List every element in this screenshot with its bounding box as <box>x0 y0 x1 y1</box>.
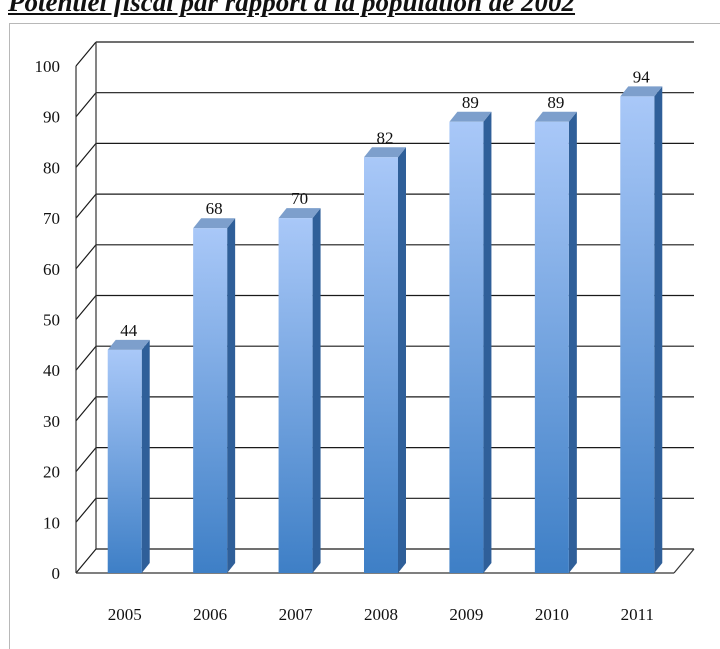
chart-title: Potentiel fiscal par rapport à la popula… <box>8 0 576 17</box>
y-tick-label: 0 <box>52 564 61 583</box>
bar <box>364 147 406 573</box>
gridline <box>75 142 694 168</box>
x-tick-label: 2008 <box>364 605 398 624</box>
y-tick-label: 70 <box>43 209 60 228</box>
gridline <box>75 41 694 67</box>
data-label: 44 <box>120 321 138 340</box>
y-tick-label: 40 <box>43 361 60 380</box>
x-tick-label: 2010 <box>535 605 569 624</box>
data-label: 89 <box>547 93 564 112</box>
bar <box>278 208 321 573</box>
x-tick-label: 2006 <box>193 605 227 624</box>
data-label: 68 <box>206 199 223 218</box>
y-tick-label: 30 <box>43 412 60 431</box>
y-tick-label: 100 <box>35 57 61 76</box>
x-tick-label: 2011 <box>621 605 654 624</box>
data-label: 89 <box>462 93 479 112</box>
y-tick-label: 90 <box>43 108 60 127</box>
floor-right-edge <box>673 548 695 574</box>
bar <box>449 111 492 574</box>
bar <box>620 86 663 574</box>
labels: 44 2005 68 2006 70 2007 82 2008 89 2009 89 2010 94 20… <box>108 67 654 624</box>
y-tick-label: 60 <box>43 260 60 279</box>
bar <box>193 218 236 574</box>
y-tick-label: 80 <box>43 158 60 177</box>
bar <box>107 339 150 573</box>
data-label: 82 <box>377 128 394 147</box>
y-tick-label: 10 <box>43 513 60 532</box>
x-tick-label: 2009 <box>449 605 483 624</box>
y-tick-label: 50 <box>43 311 60 330</box>
bar <box>534 111 577 574</box>
gridline <box>75 92 694 118</box>
y-tick-label: 20 <box>43 463 60 482</box>
x-tick-label: 2007 <box>279 605 314 624</box>
chart-area <box>9 23 720 649</box>
x-tick-label: 2005 <box>108 605 142 624</box>
data-label: 94 <box>633 67 651 86</box>
axes: 0 10 20 30 40 50 60 70 80 90 100 <box>35 42 695 583</box>
data-label: 70 <box>291 189 308 208</box>
bars <box>107 86 663 574</box>
